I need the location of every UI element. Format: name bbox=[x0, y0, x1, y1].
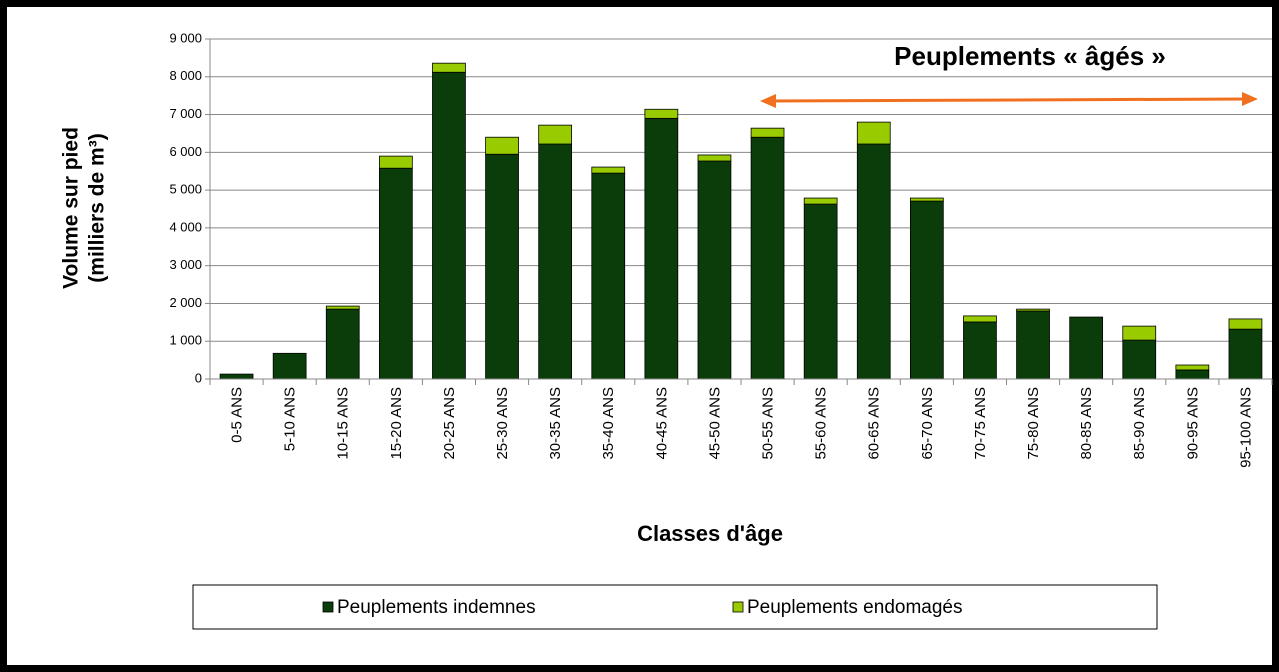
bar-segment bbox=[538, 124, 573, 145]
x-tick-label: 85-90 ANS bbox=[1131, 387, 1148, 460]
x-tick-label: 15-20 ANS bbox=[388, 387, 405, 460]
bar-segment bbox=[1175, 369, 1210, 380]
bar-segment bbox=[378, 167, 413, 380]
legend-box bbox=[192, 584, 1158, 630]
bar-segment bbox=[485, 136, 519, 155]
y-tick-label: 8 000 bbox=[169, 68, 202, 83]
x-tick-label: 60-65 ANS bbox=[866, 387, 883, 460]
bar-segment bbox=[591, 166, 626, 174]
bar-segment bbox=[909, 197, 944, 202]
bar-segment bbox=[856, 143, 891, 380]
legend-swatch bbox=[732, 601, 744, 613]
bar-segment bbox=[1122, 325, 1157, 341]
y-axis-title: Volume sur pied (milliers de m³) bbox=[60, 127, 109, 289]
bar-segment bbox=[432, 71, 466, 380]
bar-segment bbox=[750, 136, 785, 380]
legend-label: Peuplements endomagés bbox=[747, 597, 962, 618]
y-label: (milliers de m³) bbox=[86, 133, 109, 282]
x-tick-label: 95-100 ANS bbox=[1237, 387, 1254, 468]
bar-segment bbox=[219, 373, 254, 380]
bar-segment bbox=[963, 315, 997, 323]
y-tick-label: 5 000 bbox=[169, 182, 202, 197]
bar-segment bbox=[1228, 318, 1263, 330]
x-tick-label: 30-35 ANS bbox=[547, 387, 564, 460]
x-tick-label: 75-80 ANS bbox=[1025, 387, 1042, 460]
bar-segment bbox=[856, 121, 891, 145]
x-tick-label: 90-95 ANS bbox=[1184, 387, 1201, 460]
x-tick-label: 20-25 ANS bbox=[441, 387, 458, 460]
bar-segment bbox=[803, 197, 838, 205]
bar-segment bbox=[538, 143, 573, 380]
bar-segment bbox=[697, 154, 732, 162]
bar-segment bbox=[1175, 364, 1210, 371]
y-tick-label: 2 000 bbox=[169, 295, 202, 310]
bar-segment bbox=[644, 108, 679, 119]
bar-segment bbox=[325, 305, 360, 310]
age-arrow bbox=[760, 92, 1258, 108]
x-axis-title: Classes d'âge bbox=[637, 521, 783, 546]
x-tick-label: 40-45 ANS bbox=[653, 387, 670, 460]
y-tick-label: 1 000 bbox=[169, 333, 202, 348]
x-tick-label: 50-55 ANS bbox=[760, 387, 777, 460]
bar-segment bbox=[432, 62, 466, 73]
y-tick-label: 3 000 bbox=[169, 257, 202, 272]
bar-segment bbox=[803, 203, 838, 380]
x-tick-label: 0-5 ANS bbox=[229, 387, 246, 443]
bar-segment bbox=[963, 321, 997, 380]
y-label: Volume sur pied bbox=[60, 127, 83, 289]
bar-segment bbox=[1016, 308, 1050, 312]
y-tick-label: 0 bbox=[195, 370, 202, 385]
x-tick-label: 45-50 ANS bbox=[706, 387, 723, 460]
y-tick-label: 6 000 bbox=[169, 144, 202, 159]
x-tick-label: 65-70 ANS bbox=[919, 387, 936, 460]
bar-segment bbox=[485, 153, 519, 380]
bar-segment bbox=[909, 200, 944, 380]
y-tick-label: 7 000 bbox=[169, 106, 202, 121]
x-tick-label: 70-75 ANS bbox=[972, 387, 989, 460]
bar-segment bbox=[378, 155, 413, 169]
legend-label: Peuplements indemnes bbox=[337, 597, 536, 618]
legend-swatch bbox=[322, 601, 334, 613]
x-tick-label: 5-10 ANS bbox=[282, 387, 299, 451]
bar-segment bbox=[1228, 328, 1263, 380]
bar-segment bbox=[644, 117, 679, 380]
bar-segment bbox=[1069, 316, 1104, 380]
bar-segment bbox=[1016, 310, 1050, 380]
bar-segment bbox=[591, 172, 626, 380]
x-tick-label: 35-40 ANS bbox=[600, 387, 617, 460]
x-tick-label: 25-30 ANS bbox=[494, 387, 511, 460]
x-tick-label: 10-15 ANS bbox=[335, 387, 352, 460]
bar-segment bbox=[1122, 339, 1157, 380]
annotation: Peuplements « âgés » bbox=[894, 41, 1166, 71]
x-tick-label: 55-60 ANS bbox=[813, 387, 830, 460]
bar-segment bbox=[272, 352, 307, 380]
y-tick-label: 9 000 bbox=[169, 30, 202, 45]
bar-segment bbox=[697, 160, 732, 380]
y-tick-label: 4 000 bbox=[169, 219, 202, 234]
bar-segment bbox=[750, 127, 785, 138]
bar-segment bbox=[325, 308, 360, 380]
x-tick-label: 80-85 ANS bbox=[1078, 387, 1095, 460]
